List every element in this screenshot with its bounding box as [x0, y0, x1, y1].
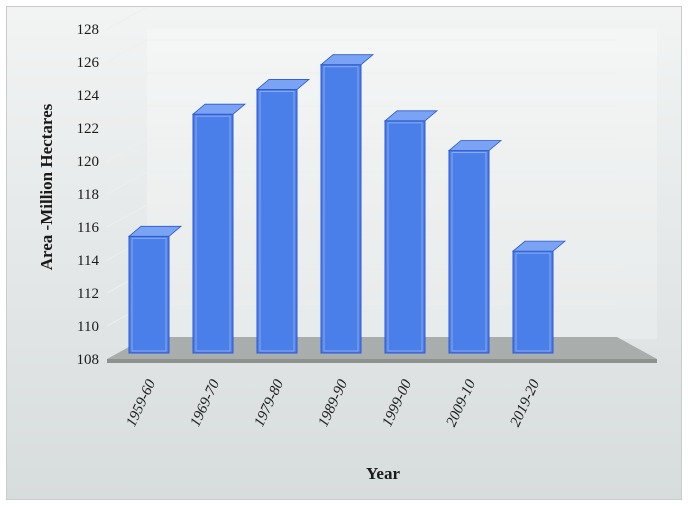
bar-highlight	[451, 152, 487, 352]
gridline-connector	[106, 138, 148, 162]
y-tick-label: 112	[77, 286, 99, 302]
y-tick-label: 122	[77, 121, 100, 137]
x-axis-label: Year	[366, 464, 400, 483]
y-tick-label: 118	[77, 187, 99, 203]
bar-top-face	[511, 240, 567, 252]
bar-2009-10	[447, 140, 503, 354]
bar-front	[448, 150, 490, 354]
bar-top-face	[255, 79, 311, 90]
bar-front	[320, 64, 362, 354]
bar-front	[256, 88, 298, 354]
bar-front	[128, 235, 170, 354]
x-tick-label: 1979-80	[252, 377, 288, 430]
bar-top-face	[383, 110, 439, 122]
gridline-connector	[106, 7, 148, 30]
bars	[127, 54, 567, 354]
y-tick-label: 120	[77, 154, 100, 170]
bar-highlight	[259, 90, 295, 352]
bar-highlight	[131, 237, 167, 352]
chart-floor	[107, 337, 657, 363]
x-tick-label: 1999-00	[380, 377, 416, 430]
gridline-connector	[106, 72, 148, 96]
y-tick-label: 116	[77, 220, 99, 236]
x-tick-labels: 1959-60 1969-70 1979-80 1989-90 1999-00 2009-…	[124, 377, 544, 430]
bar-2019-20	[511, 240, 567, 354]
bar-highlight	[387, 122, 423, 352]
bar-top-face	[319, 54, 375, 66]
gridline-connector	[106, 39, 148, 63]
x-tick-label: 1989-90	[316, 377, 352, 430]
y-tick-label: 126	[77, 55, 100, 71]
floor-edge	[107, 359, 657, 363]
bar-highlight	[323, 66, 359, 352]
floor-top	[107, 337, 657, 359]
gridline-connector	[106, 171, 148, 195]
y-tick-labels: 108 110 112 114 116 118 120 122 124 126 128	[77, 22, 100, 368]
bar-1969-70	[191, 103, 247, 354]
bar-highlight	[195, 115, 231, 352]
x-tick-label: 2019-20	[508, 377, 544, 430]
x-tick-label: 1969-70	[188, 377, 224, 430]
bar-front	[192, 113, 234, 354]
x-tick-label: 1959-60	[124, 377, 160, 430]
y-tick-label: 110	[77, 319, 99, 335]
bar-1979-80	[255, 79, 311, 354]
bar-chart: 108 110 112 114 116 118 120 122 124 126 128 1959-6…	[37, 7, 657, 483]
bar-front	[384, 120, 426, 354]
gridline-connector	[106, 204, 148, 228]
x-tick-label: 2009-10	[444, 377, 480, 430]
bar-1999-00	[383, 110, 439, 354]
bar-top-face	[447, 140, 503, 151]
gridline-connector	[106, 105, 148, 129]
bar-1959-60	[127, 225, 183, 354]
y-tick-label: 124	[77, 88, 100, 104]
bar-top-face	[191, 103, 247, 115]
bar-top-face	[127, 225, 183, 237]
bar-highlight	[515, 252, 551, 352]
y-tick-label: 108	[77, 352, 100, 368]
chart-frame: 108 110 112 114 116 118 120 122 124 126 128 1959-6…	[6, 6, 682, 500]
y-tick-label: 114	[77, 253, 99, 269]
bar-1989-90	[319, 54, 375, 354]
y-axis-label: Area -Million Hectares	[37, 103, 56, 270]
bar-front	[512, 250, 554, 354]
y-tick-label: 128	[77, 22, 100, 38]
